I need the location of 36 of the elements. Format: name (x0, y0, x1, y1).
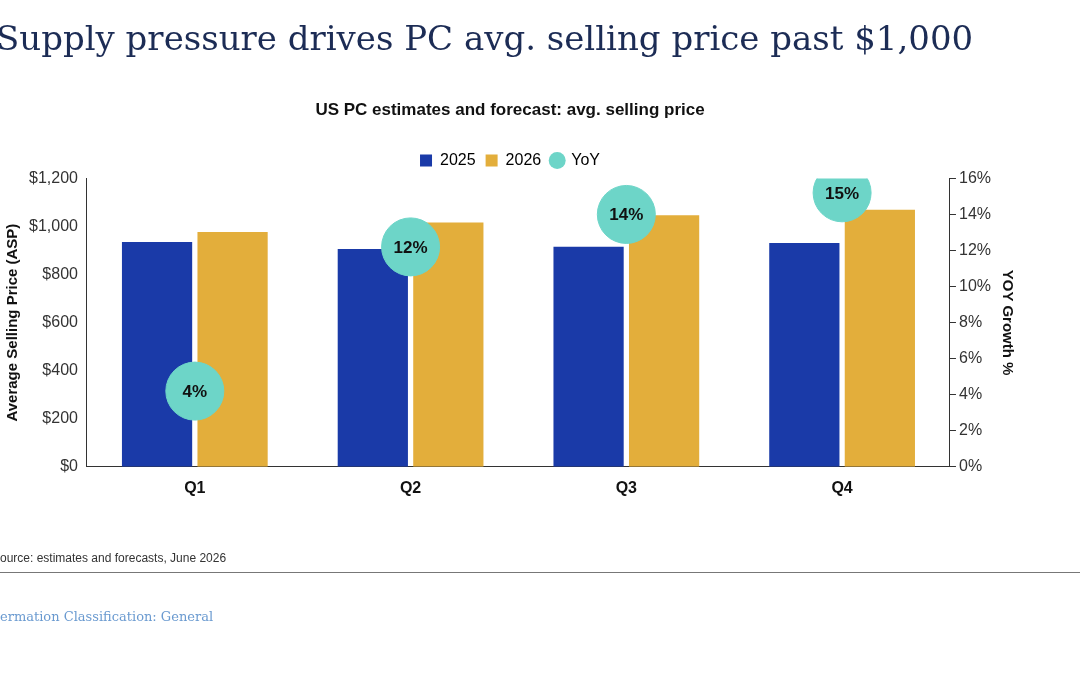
y-tick-label: $200 (42, 409, 79, 427)
y2-tick-label: 2% (958, 421, 983, 439)
y-tick-label: $1,000 (29, 216, 79, 234)
bar (553, 246, 624, 467)
y2-tick-label: 8% (958, 313, 983, 331)
x-tick-label: Q3 (615, 478, 638, 496)
y2-axis-title: YOY Growth % (999, 269, 1017, 376)
x-tick-label: Q4 (831, 478, 853, 496)
text: ource: estimates and forecasts, June 2026 (0, 551, 227, 565)
y2-tick-label: 14% (958, 204, 992, 222)
y2-tick-label: 16% (958, 168, 992, 186)
text: ermation Classification: General (0, 609, 214, 624)
y-tick-label: $800 (42, 264, 79, 282)
data-label: 12% (393, 237, 428, 257)
bar (769, 243, 840, 467)
y-tick-label: $400 (42, 361, 79, 379)
x-tick-label: Q1 (184, 478, 206, 496)
bar (844, 209, 915, 467)
x-tick-label: Q2 (399, 478, 422, 496)
y-tick-label: $0 (60, 457, 79, 475)
y2-tick-label: 4% (958, 385, 983, 403)
data-label: 15% (825, 183, 860, 203)
y-tick-label: $600 (42, 313, 79, 331)
y2-tick-label: 12% (958, 240, 992, 258)
legend-label: 2026 (505, 150, 542, 168)
y-axis-title: Average Selling Price (ASP) (3, 223, 21, 422)
y-tick-label: $1,200 (29, 168, 79, 186)
y2-tick-label: 0% (958, 457, 983, 475)
chart-subtitle: US PC estimates and forecast: avg. selling price (315, 99, 705, 119)
y2-tick-label: 6% (958, 349, 983, 367)
data-label: 4% (182, 381, 208, 401)
legend-label: YoY (571, 150, 601, 168)
legend-label: 2025 (440, 150, 476, 168)
point (165, 361, 225, 421)
y2-tick-label: 10% (958, 276, 992, 294)
data-label: 14% (609, 205, 644, 225)
